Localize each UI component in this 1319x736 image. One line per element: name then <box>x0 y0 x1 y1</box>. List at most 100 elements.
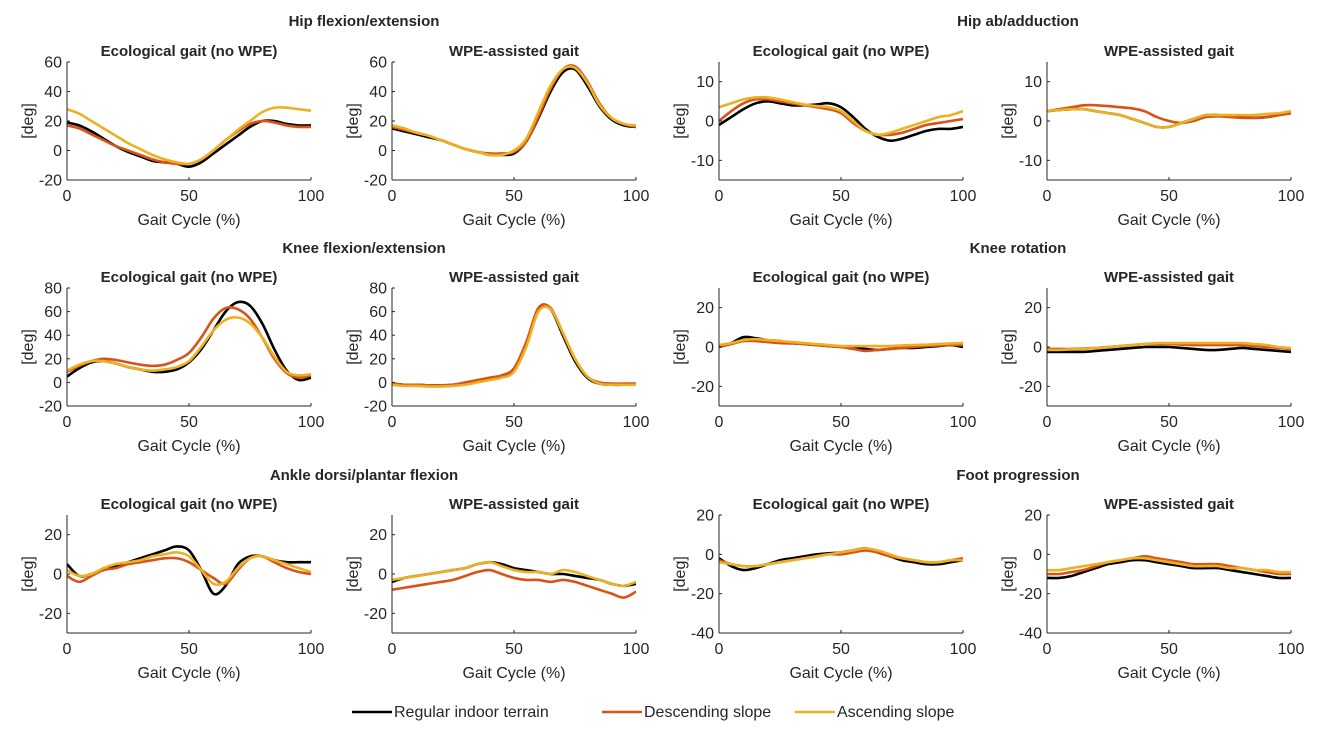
series-line <box>67 106 311 166</box>
y-tick-label: 40 <box>369 328 387 345</box>
series-group <box>392 64 636 157</box>
x-tick-label: 0 <box>715 414 724 431</box>
y-tick-label: -20 <box>364 606 387 623</box>
y-tick-label: 0 <box>705 547 714 564</box>
subplot: WPE-assisted gait -20 0 20 0 50 100 Gait Cycle … <box>1000 269 1304 455</box>
series-line <box>1047 558 1291 580</box>
panel-title: WPE-assisted gait <box>1104 496 1234 513</box>
x-tick-label: 0 <box>388 414 397 431</box>
group-title: Ankle dorsi/plantar flexion <box>270 467 458 484</box>
y-tick-label: -10 <box>1019 153 1042 170</box>
x-tick-label: 100 <box>950 414 977 431</box>
x-tick-label: 50 <box>505 414 523 431</box>
group-title: Hip flexion/extension <box>289 13 440 30</box>
y-tick-label: 40 <box>369 84 387 101</box>
legend-entry: Descending slope <box>644 704 771 721</box>
series-line <box>719 97 963 137</box>
series-group <box>67 300 311 382</box>
series-line <box>67 300 311 382</box>
x-tick-label: 50 <box>832 414 850 431</box>
group-title: Knee flexion/extension <box>282 240 445 257</box>
x-axis-label: Gait Cycle (%) <box>1117 212 1220 229</box>
panel-title: Ecological gait (no WPE) <box>101 496 278 513</box>
panel-title: WPE-assisted gait <box>449 496 579 513</box>
y-tick-label: 40 <box>44 328 62 345</box>
series-line <box>1047 107 1291 129</box>
x-tick-label: 100 <box>950 188 977 205</box>
subplot: Ecological gait (no WPE) -20 0 20 0 50 100 Gait… <box>672 269 976 455</box>
series-group <box>1047 103 1291 129</box>
y-tick-label: 80 <box>369 281 387 298</box>
x-tick-label: 50 <box>1160 414 1178 431</box>
series-line <box>67 316 311 377</box>
series-group <box>719 335 963 353</box>
series-line <box>67 305 311 380</box>
panel-title: Ecological gait (no WPE) <box>753 269 930 286</box>
y-tick-label: 0 <box>53 567 62 584</box>
x-tick-label: 100 <box>623 641 650 658</box>
series-group <box>719 547 963 572</box>
y-tick-label: 80 <box>44 281 62 298</box>
series-line <box>1047 341 1291 352</box>
y-tick-label: 0 <box>378 375 387 392</box>
subplot: Ecological gait (no WPE) -40 -20 0 20 0 50 100 G… <box>672 496 976 682</box>
x-tick-label: 100 <box>1278 188 1305 205</box>
x-axis-label: Gait Cycle (%) <box>137 665 240 682</box>
x-tick-label: 100 <box>1278 414 1305 431</box>
x-tick-label: 0 <box>388 641 397 658</box>
group-title: Knee rotation <box>970 240 1067 257</box>
x-tick-label: 50 <box>180 414 198 431</box>
y-tick-label: -40 <box>1019 626 1042 643</box>
y-tick-label: 10 <box>1024 74 1042 91</box>
y-tick-label: 40 <box>44 84 62 101</box>
y-axis-label: [deg] <box>345 329 362 365</box>
y-tick-label: 0 <box>53 375 62 392</box>
y-tick-label: 0 <box>378 567 387 584</box>
legend-entry: Ascending slope <box>837 704 955 721</box>
series-line <box>392 568 636 599</box>
series-group <box>67 106 311 169</box>
y-tick-label: 0 <box>378 143 387 160</box>
y-tick-label: -40 <box>691 626 714 643</box>
y-tick-label: 0 <box>1033 547 1042 564</box>
x-axis-label: Gait Cycle (%) <box>789 212 892 229</box>
y-tick-label: 20 <box>369 114 387 131</box>
y-tick-label: 60 <box>369 55 387 72</box>
x-tick-label: 100 <box>298 414 325 431</box>
series-line <box>1047 345 1291 354</box>
panel-title: WPE-assisted gait <box>1104 269 1234 286</box>
series-line <box>719 337 963 348</box>
x-tick-label: 100 <box>623 414 650 431</box>
y-tick-label: 60 <box>369 304 387 321</box>
y-axis-label: [deg] <box>1000 103 1017 139</box>
series-line <box>719 547 963 568</box>
panel-title: Ecological gait (no WPE) <box>753 43 930 60</box>
y-tick-label: 20 <box>1024 300 1042 317</box>
series-line <box>1047 103 1291 125</box>
legend: Regular indoor terrain Descending slope As… <box>352 704 955 721</box>
y-tick-label: -20 <box>364 399 387 416</box>
y-tick-label: 20 <box>369 527 387 544</box>
x-tick-label: 0 <box>715 641 724 658</box>
series-line <box>1047 556 1291 574</box>
x-tick-label: 50 <box>832 641 850 658</box>
series-line <box>719 100 963 143</box>
panel-title: Ecological gait (no WPE) <box>101 269 278 286</box>
y-tick-label: 0 <box>1033 114 1042 131</box>
y-tick-label: 10 <box>696 74 714 91</box>
y-tick-label: 20 <box>369 351 387 368</box>
y-axis-label: [deg] <box>1000 329 1017 365</box>
y-axis-label: [deg] <box>1000 556 1017 592</box>
subplot: WPE-assisted gait -40 -20 0 20 0 50 100 Gait Cyc… <box>1000 496 1304 682</box>
series-line <box>392 67 636 157</box>
x-axis-label: Gait Cycle (%) <box>1117 665 1220 682</box>
y-tick-label: -20 <box>1019 586 1042 603</box>
y-tick-label: -20 <box>39 606 62 623</box>
y-tick-label: 20 <box>1024 508 1042 525</box>
y-axis-label: [deg] <box>20 329 37 365</box>
